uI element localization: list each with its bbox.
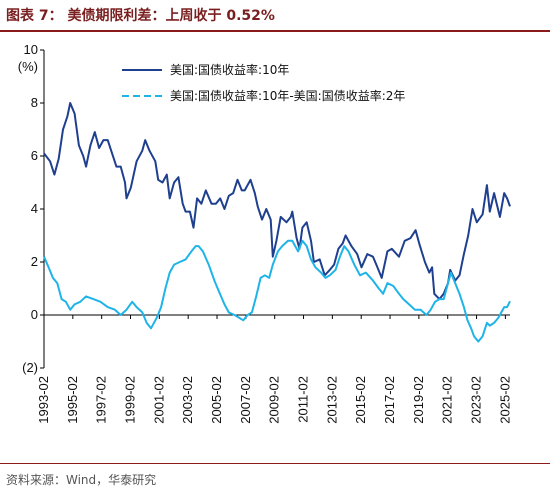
figure-title: 图表 7： 美债期限利差：上周收于 0.52% — [6, 8, 275, 24]
y-tick-label: 8 — [31, 95, 38, 110]
y-tick-label: (2) — [22, 360, 38, 375]
legend-label-spread: 美国:国债收益率:10年-美国:国债收益率:2年 — [170, 88, 405, 103]
x-tick-label: 2019-02 — [411, 376, 426, 424]
x-tick-label: 2017-02 — [382, 376, 397, 424]
x-tick-label: 2013-02 — [324, 376, 339, 424]
series-line-spread — [43, 239, 511, 343]
y-tick-label: 4 — [31, 201, 38, 216]
y-axis-unit: (%) — [18, 59, 38, 74]
legend-label-10y: 美国:国债收益率:10年 — [170, 62, 289, 77]
series-line-10y — [43, 102, 511, 301]
y-tick-label: 10 — [24, 42, 38, 57]
x-tick-label: 1997-02 — [94, 376, 109, 424]
x-tick-label: 2005-02 — [209, 376, 224, 424]
x-tick-label: 2007-02 — [238, 376, 253, 424]
source-note: 资料来源：Wind，华泰研究 — [6, 473, 157, 487]
x-tick-label: 2023-02 — [469, 376, 484, 424]
x-tick-label: 2003-02 — [180, 376, 195, 424]
y-tick-label: 6 — [31, 148, 38, 163]
x-tick-label: 2015-02 — [353, 376, 368, 424]
y-tick-label: 0 — [31, 307, 38, 322]
x-tick-label: 2001-02 — [151, 376, 166, 424]
x-tick-label: 2025-02 — [497, 376, 512, 424]
x-tick-label: 1999-02 — [123, 376, 138, 424]
footer-rule — [0, 463, 550, 464]
chart-axes: (2) 0 2 4 6 8 10 (%) 1993-02 1995-02 1997-02 1999-0… — [18, 42, 513, 424]
x-tick-label: 2011-02 — [296, 376, 311, 423]
title-rule — [0, 30, 550, 32]
x-tick-label: 2009-02 — [267, 376, 282, 424]
x-tick-label: 1993-02 — [36, 376, 51, 424]
x-tick-label: 2021-02 — [440, 376, 455, 424]
chart-series — [43, 102, 511, 343]
x-tick-label: 1995-02 — [65, 376, 80, 424]
y-tick-label: 2 — [31, 254, 38, 269]
